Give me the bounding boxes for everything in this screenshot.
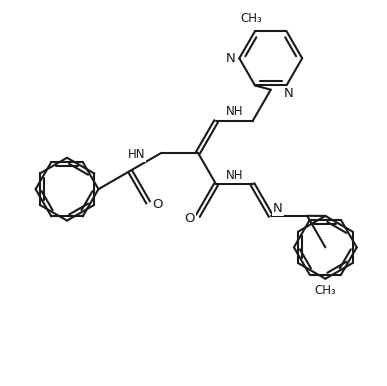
Text: O: O: [184, 212, 195, 225]
Text: N: N: [226, 52, 236, 65]
Text: O: O: [152, 198, 163, 211]
Text: N: N: [273, 202, 283, 215]
Text: CH₃: CH₃: [240, 12, 262, 25]
Text: NH: NH: [226, 169, 243, 182]
Text: N: N: [284, 87, 293, 100]
Text: HN: HN: [127, 148, 145, 161]
Text: CH₃: CH₃: [315, 284, 336, 297]
Text: NH: NH: [226, 105, 243, 118]
